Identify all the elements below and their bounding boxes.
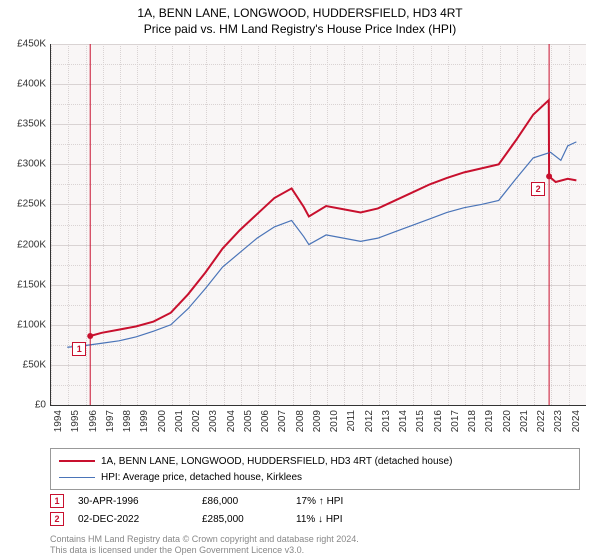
y-axis-label: £300K bbox=[6, 159, 46, 170]
y-axis-label: £50K bbox=[6, 359, 46, 370]
chart-marker-1: 1 bbox=[72, 342, 86, 356]
x-axis-label: 1996 bbox=[88, 410, 99, 432]
x-axis-label: 2023 bbox=[553, 410, 564, 432]
y-axis-label: £150K bbox=[6, 279, 46, 290]
chart-area: £0£50K£100K£150K£200K£250K£300K£350K£400… bbox=[50, 44, 586, 406]
x-axis-label: 2010 bbox=[329, 410, 340, 432]
x-axis-label: 2012 bbox=[364, 410, 375, 432]
x-axis-label: 2011 bbox=[346, 410, 357, 432]
sale-date-2: 02-DEC-2022 bbox=[78, 514, 188, 525]
y-axis-label: £0 bbox=[6, 400, 46, 411]
x-axis-label: 2020 bbox=[502, 410, 513, 432]
y-axis-label: £100K bbox=[6, 319, 46, 330]
x-axis-label: 2015 bbox=[415, 410, 426, 432]
x-axis-label: 1998 bbox=[122, 410, 133, 432]
x-axis-label: 2013 bbox=[381, 410, 392, 432]
sale-marker-2: 2 bbox=[50, 512, 64, 526]
legend-label-1: 1A, BENN LANE, LONGWOOD, HUDDERSFIELD, H… bbox=[101, 456, 452, 467]
x-axis-label: 2009 bbox=[312, 410, 323, 432]
x-axis-label: 1994 bbox=[53, 410, 64, 432]
x-axis-label: 2017 bbox=[450, 410, 461, 432]
x-axis-label: 2008 bbox=[295, 410, 306, 432]
x-axis-label: 2001 bbox=[174, 410, 185, 432]
sale-diff-1: 17% ↑ HPI bbox=[296, 496, 386, 507]
title-line1: 1A, BENN LANE, LONGWOOD, HUDDERSFIELD, H… bbox=[0, 6, 600, 20]
y-axis-label: £200K bbox=[6, 239, 46, 250]
title-block: 1A, BENN LANE, LONGWOOD, HUDDERSFIELD, H… bbox=[0, 0, 600, 36]
sale-row-2: 2 02-DEC-2022 £285,000 11% ↓ HPI bbox=[50, 512, 580, 526]
y-axis-label: £400K bbox=[6, 79, 46, 90]
legend-row-2: HPI: Average price, detached house, Kirk… bbox=[59, 469, 571, 485]
sale-price-1: £86,000 bbox=[202, 496, 282, 507]
x-axis-label: 2014 bbox=[398, 410, 409, 432]
x-axis-label: 2019 bbox=[484, 410, 495, 432]
title-line2: Price paid vs. HM Land Registry's House … bbox=[0, 22, 600, 36]
x-axis-label: 2007 bbox=[277, 410, 288, 432]
y-axis-label: £250K bbox=[6, 199, 46, 210]
footer-line1: Contains HM Land Registry data © Crown c… bbox=[50, 534, 359, 545]
sale-date-1: 30-APR-1996 bbox=[78, 496, 188, 507]
legend-box: 1A, BENN LANE, LONGWOOD, HUDDERSFIELD, H… bbox=[50, 448, 580, 490]
y-axis-label: £450K bbox=[6, 39, 46, 50]
x-axis-label: 2006 bbox=[260, 410, 271, 432]
x-axis-label: 2003 bbox=[208, 410, 219, 432]
x-axis-label: 2018 bbox=[467, 410, 478, 432]
legend-swatch-1 bbox=[59, 460, 95, 462]
x-axis-label: 1999 bbox=[139, 410, 150, 432]
x-axis-label: 2021 bbox=[519, 410, 530, 432]
chart-container: 1A, BENN LANE, LONGWOOD, HUDDERSFIELD, H… bbox=[0, 0, 600, 560]
chart-lines bbox=[50, 44, 586, 406]
sale-diff-2: 11% ↓ HPI bbox=[296, 514, 386, 525]
x-axis-label: 2000 bbox=[157, 410, 168, 432]
legend-label-2: HPI: Average price, detached house, Kirk… bbox=[101, 472, 302, 483]
x-axis-label: 2002 bbox=[191, 410, 202, 432]
y-axis-label: £350K bbox=[6, 119, 46, 130]
x-axis-label: 2024 bbox=[571, 410, 582, 432]
x-axis-label: 1995 bbox=[70, 410, 81, 432]
sale-row-1: 1 30-APR-1996 £86,000 17% ↑ HPI bbox=[50, 494, 580, 508]
legend-row-1: 1A, BENN LANE, LONGWOOD, HUDDERSFIELD, H… bbox=[59, 453, 571, 469]
x-axis-label: 2022 bbox=[536, 410, 547, 432]
x-axis-label: 1997 bbox=[105, 410, 116, 432]
x-axis-label: 2004 bbox=[226, 410, 237, 432]
x-axis-label: 2016 bbox=[433, 410, 444, 432]
legend-swatch-2 bbox=[59, 477, 95, 478]
chart-marker-2: 2 bbox=[531, 182, 545, 196]
footer-line2: This data is licensed under the Open Gov… bbox=[50, 545, 359, 556]
x-axis-label: 2005 bbox=[243, 410, 254, 432]
sale-marker-1: 1 bbox=[50, 494, 64, 508]
footer: Contains HM Land Registry data © Crown c… bbox=[50, 534, 359, 556]
sale-price-2: £285,000 bbox=[202, 514, 282, 525]
